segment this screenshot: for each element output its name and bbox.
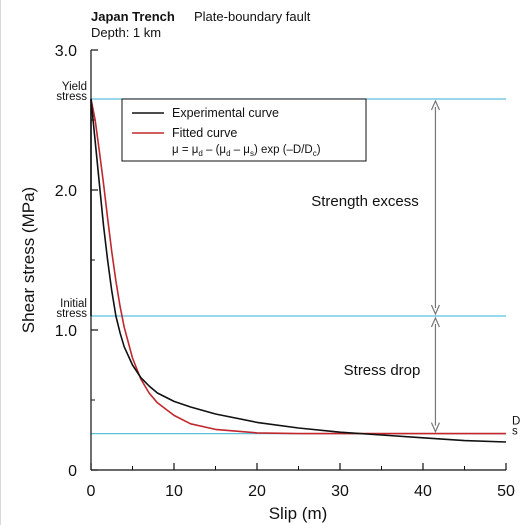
annotation-arrow-head <box>430 99 440 111</box>
legend-label-experimental: Experimental curve <box>172 106 279 120</box>
chart-subtitle: Plate-boundary fault <box>194 9 311 24</box>
x-ticks: 0 10 20 30 40 50 <box>87 463 515 500</box>
x-tick-label: 50 <box>497 483 515 500</box>
reference-label: Yield <box>62 81 87 93</box>
formula-part: – μ <box>231 144 250 156</box>
formula-part: – (μ <box>203 144 226 156</box>
annotation-label: Strength excess <box>311 193 419 210</box>
formula-sub: d <box>226 149 230 158</box>
y-tick-label: 3.0 <box>55 43 77 60</box>
reference-label: D <box>512 416 520 428</box>
formula-part: ) <box>317 144 321 156</box>
chart-title: Japan Trench <box>91 9 175 24</box>
formula-sub: s <box>250 149 254 158</box>
legend-formula: μ = μd – (μd – μs) exp (–D/Dc) <box>172 144 321 158</box>
y-tick-label: 1.0 <box>55 323 77 340</box>
y-axis-label: Shear stress (MPa) <box>19 187 38 333</box>
x-tick-label: 30 <box>331 483 349 500</box>
reference-label: Initial <box>60 298 87 310</box>
annotation-arrow-head <box>430 304 440 316</box>
annotation-label: Stress drop <box>344 362 421 379</box>
x-tick-label: 20 <box>248 483 266 500</box>
legend-box <box>121 98 367 162</box>
annotations-layer: Strength excess Stress drop <box>311 99 440 434</box>
x-tick-label: 10 <box>165 483 183 500</box>
formula-part: μ = μ <box>172 144 198 156</box>
x-tick-label: 40 <box>414 483 432 500</box>
reference-label: stress <box>56 91 87 103</box>
reference-label: s <box>512 426 518 438</box>
reference-label: stress <box>56 308 87 320</box>
depth-label: Depth: 1 km <box>91 25 161 40</box>
y-tick-label: 2.0 <box>55 183 77 200</box>
series-line-experimental <box>90 98 507 443</box>
formula-sub: c <box>313 149 317 158</box>
formula-part: ) exp (–D/D <box>254 144 313 156</box>
formula-sub: d <box>198 149 202 158</box>
x-tick-label: 0 <box>87 483 96 500</box>
legend-label-fitted: Fitted curve <box>172 126 237 140</box>
y-tick-label: 0 <box>68 463 77 480</box>
series-layer <box>90 98 507 443</box>
annotation-arrow-head <box>430 422 440 434</box>
annotation-arrow-head <box>430 316 440 328</box>
x-axis-label: Slip (m) <box>269 504 328 523</box>
legend: Experimental curve Fitted curve μ = μd –… <box>121 98 367 162</box>
